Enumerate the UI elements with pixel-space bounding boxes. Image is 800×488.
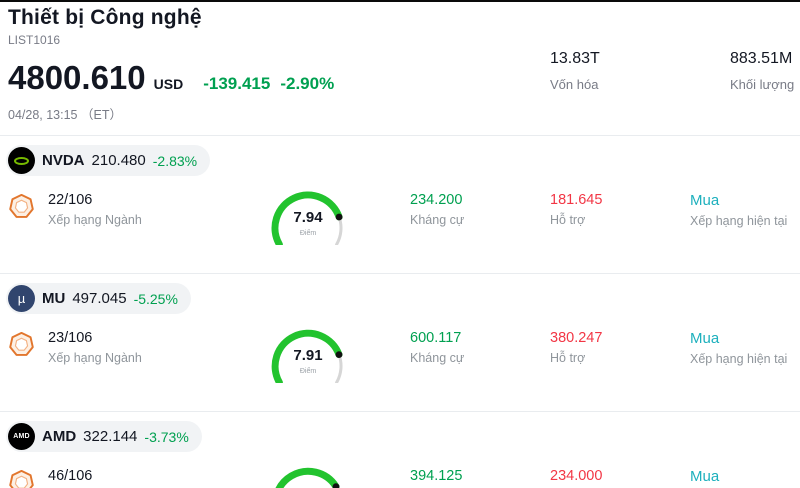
resistance-cell: 600.117 Kháng cự xyxy=(410,330,550,365)
support-value: 234.000 xyxy=(550,468,603,484)
resistance-cell: 394.125 Kháng cự xyxy=(410,468,550,488)
index-price: 4800.610 xyxy=(8,59,146,96)
gauge-score-label: Điểm xyxy=(299,368,317,375)
stock-price: 497.045 xyxy=(72,290,127,307)
index-change-percent: -2.90% xyxy=(280,74,335,93)
index-price-line: 4800.610 USD -139.415 -2.90% xyxy=(8,59,792,97)
score-gauge: 7.94 Điểm xyxy=(263,183,353,248)
score-gauge: 7.42 Điểm xyxy=(263,459,353,488)
industry-rank-label: Xếp hạng Ngành xyxy=(48,213,142,227)
gauge-arc xyxy=(263,183,353,248)
resistance-value: 234.200 xyxy=(410,192,463,208)
gauge-score-value: 7.94 xyxy=(293,209,323,226)
gauge-score-value: 7.42 xyxy=(263,485,353,488)
index-change: -139.415 xyxy=(203,74,271,93)
stock-badge-mu[interactable]: µ MU 497.045 -5.25% xyxy=(6,283,191,314)
rating-value: Mua xyxy=(690,192,720,209)
stock-change-percent: -5.25% xyxy=(133,290,178,307)
rating-label: Xếp hạng hiện tại xyxy=(690,352,788,366)
support-value: 380.247 xyxy=(550,330,603,346)
nvidia-eye-icon xyxy=(14,156,29,165)
rating-cell: Mua Xếp hạng hiện tại xyxy=(690,192,800,228)
industry-rank-cell: 22/106 Xếp hạng Ngành xyxy=(8,192,235,227)
rating-label: Xếp hạng hiện tại xyxy=(690,214,788,228)
rating-cell: Mua Xếp hạng hiện tại xyxy=(690,330,800,366)
volume-stat: 883.51M Khối lượng xyxy=(730,50,800,92)
gauge-score-label: Điểm xyxy=(299,230,317,237)
stock-row-nvda: NVDA 210.480 -2.83% 22/106 Xếp hạng Ngàn… xyxy=(0,135,800,273)
stock-metrics-row: 23/106 Xếp hạng Ngành 7.91 Điểm 600.117 … xyxy=(0,314,800,411)
market-cap-label: Vốn hóa xyxy=(550,77,599,92)
gauge-arc xyxy=(263,459,353,488)
list-header: Thiết bị Công nghệ LIST1016 4800.610 USD… xyxy=(0,2,800,135)
stock-ticker: MU xyxy=(42,290,66,307)
radar-web-icon xyxy=(8,193,35,225)
resistance-label: Kháng cự xyxy=(410,213,465,227)
industry-rank-value: 23/106 xyxy=(48,330,93,346)
support-value: 181.645 xyxy=(550,192,603,208)
gauge-score-value: 7.91 xyxy=(293,347,323,364)
stock-metrics-row: 46/106 Xếp hạng Ngành 7.42 Điểm 394.125 … xyxy=(0,452,800,488)
industry-rank-cell: 46/106 Xếp hạng Ngành xyxy=(8,468,235,488)
volume-label: Khối lượng xyxy=(730,77,795,92)
amd-logo: AMD xyxy=(8,423,35,450)
radar-web-icon xyxy=(8,469,35,488)
stock-row-amd: AMD AMD 322.144 -3.73% 46/106 Xếp hạng N… xyxy=(0,411,800,488)
industry-rank-label: Xếp hạng Ngành xyxy=(48,351,142,365)
index-currency: USD xyxy=(153,76,184,92)
support-cell: 181.645 Hỗ trợ xyxy=(550,192,690,227)
quote-datetime: 04/28, 13:15 （ET） xyxy=(8,108,122,122)
rating-cell: Mua Xếp hạng hiện tại xyxy=(690,468,800,488)
list-title: Thiết bị Công nghệ xyxy=(8,6,202,29)
support-cell: 380.247 Hỗ trợ xyxy=(550,330,690,365)
radar-web-icon xyxy=(8,331,35,363)
volume-value: 883.51M xyxy=(730,50,793,67)
stock-price: 210.480 xyxy=(91,152,146,169)
industry-rank-value: 46/106 xyxy=(48,468,93,484)
stock-ticker: NVDA xyxy=(42,152,85,169)
stock-badge-amd[interactable]: AMD AMD 322.144 -3.73% xyxy=(6,421,202,452)
score-gauge: 7.91 Điểm xyxy=(263,321,353,386)
industry-rank-cell: 23/106 Xếp hạng Ngành xyxy=(8,330,235,365)
resistance-label: Kháng cự xyxy=(410,351,465,365)
stock-change-percent: -2.83% xyxy=(152,152,198,169)
list-code: LIST1016 xyxy=(8,33,61,47)
resistance-value: 394.125 xyxy=(410,468,463,484)
score-gauge-cell: 7.94 Điểm xyxy=(235,183,410,248)
rating-value: Mua xyxy=(690,330,720,347)
resistance-cell: 234.200 Kháng cự xyxy=(410,192,550,227)
market-cap-value: 13.83T xyxy=(550,50,600,67)
nvidia-logo xyxy=(8,147,35,174)
industry-rank-value: 22/106 xyxy=(48,192,93,208)
support-cell: 234.000 Hỗ trợ xyxy=(550,468,690,488)
market-cap-stat: 13.83T Vốn hóa xyxy=(550,50,600,92)
stock-change-percent: -3.73% xyxy=(144,428,189,445)
score-gauge-cell: 7.42 Điểm xyxy=(235,459,410,488)
stock-row-mu: µ MU 497.045 -5.25% 23/106 Xếp hạng Ngàn… xyxy=(0,273,800,411)
resistance-value: 600.117 xyxy=(410,330,462,346)
stock-price: 322.144 xyxy=(83,428,138,445)
stock-badge-nvda[interactable]: NVDA 210.480 -2.83% xyxy=(6,145,211,176)
support-label: Hỗ trợ xyxy=(550,213,586,227)
micron-logo: µ xyxy=(8,285,35,312)
support-label: Hỗ trợ xyxy=(550,351,586,365)
rating-value: Mua xyxy=(690,468,720,485)
gauge-arc xyxy=(263,321,353,386)
stock-ticker: AMD xyxy=(42,428,77,445)
stock-metrics-row: 22/106 Xếp hạng Ngành 7.94 Điểm 234.200 … xyxy=(0,176,800,273)
score-gauge-cell: 7.91 Điểm xyxy=(235,321,410,386)
